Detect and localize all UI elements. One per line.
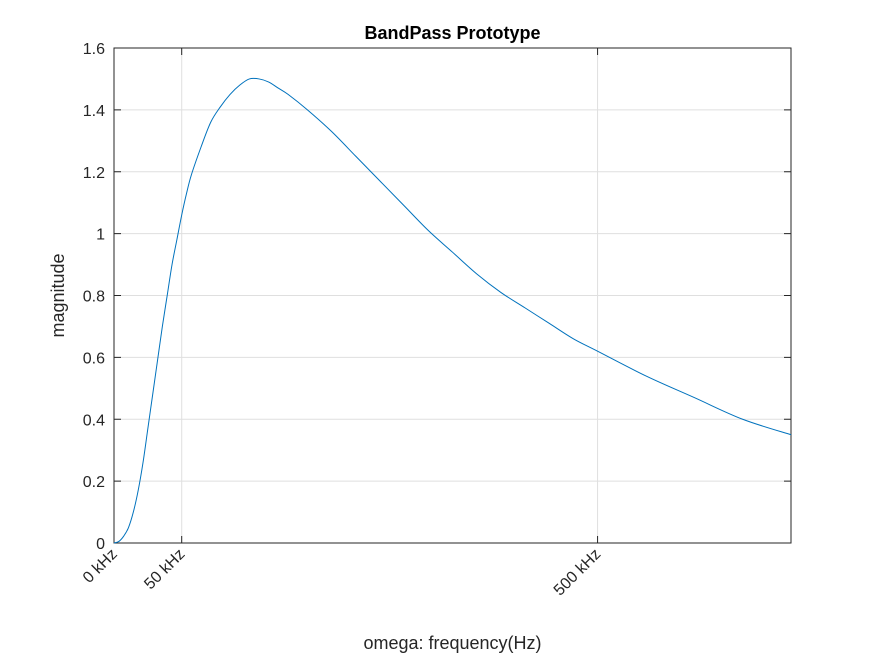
chart-title: BandPass Prototype <box>364 23 540 43</box>
y-tick-label: 1 <box>96 227 105 244</box>
y-axis-label: magnitude <box>48 253 68 337</box>
series-line <box>113 77 792 544</box>
y-tick-label: 1.2 <box>83 165 105 182</box>
series-layer <box>113 77 792 544</box>
y-tick-label: 0 <box>96 536 105 553</box>
y-tick-label: 1.6 <box>83 41 105 58</box>
y-tick-label: 0.2 <box>83 474 105 491</box>
y-tick-label: 0.4 <box>83 412 105 429</box>
y-tick-label: 0.6 <box>83 350 105 367</box>
y-tick-label: 0.8 <box>83 289 105 306</box>
y-tick-label: 1.4 <box>83 103 105 120</box>
x-axis-label: omega: frequency(Hz) <box>363 633 541 653</box>
grid <box>114 48 791 543</box>
